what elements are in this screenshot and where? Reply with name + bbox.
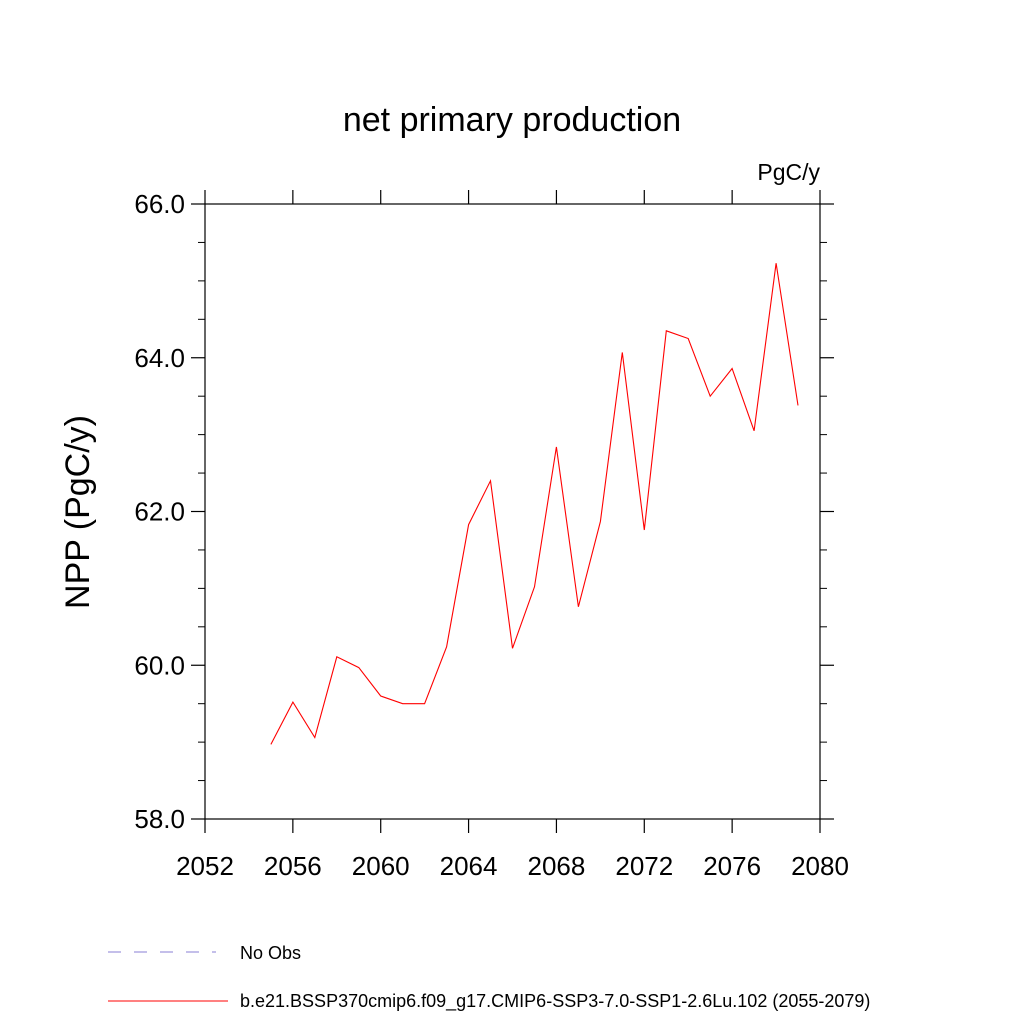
x-tick-label: 2072 xyxy=(615,851,673,881)
units-label: PgC/y xyxy=(757,159,820,185)
x-tick-label: 2064 xyxy=(440,851,498,881)
legend-label-model: b.e21.BSSP370cmip6.f09_g17.CMIP6-SSP3-7.… xyxy=(240,991,870,1012)
y-tick-label: 60.0 xyxy=(134,650,185,680)
legend-label-no-obs: No Obs xyxy=(240,943,301,963)
y-tick-label: 62.0 xyxy=(134,497,185,527)
x-tick-label: 2080 xyxy=(791,851,849,881)
chart-title: net primary production xyxy=(343,101,681,139)
x-tick-label: 2060 xyxy=(352,851,410,881)
series-layer xyxy=(270,263,799,745)
y-axis-label: NPP (PgC/y) xyxy=(59,415,97,609)
x-tick-label: 2068 xyxy=(528,851,586,881)
x-tick-label: 2052 xyxy=(176,851,234,881)
plot-frame xyxy=(204,203,821,820)
x-axis-ticks: 2052 2056 2060 2064 2068 2072 2076 2080 xyxy=(176,190,849,881)
legend: No Obs b.e21.BSSP370cmip6.f09_g17.CMIP6-… xyxy=(108,943,870,1012)
y-tick-label: 64.0 xyxy=(134,343,185,373)
y-tick-label: 58.0 xyxy=(134,804,185,834)
x-tick-label: 2056 xyxy=(264,851,322,881)
minor-ticks xyxy=(198,241,827,782)
y-tick-label: 66.0 xyxy=(134,189,185,219)
series-line-npp xyxy=(270,263,799,745)
y-axis-ticks: 58.0 60.0 62.0 64.0 66.0 xyxy=(134,189,834,834)
x-tick-label: 2076 xyxy=(703,851,761,881)
